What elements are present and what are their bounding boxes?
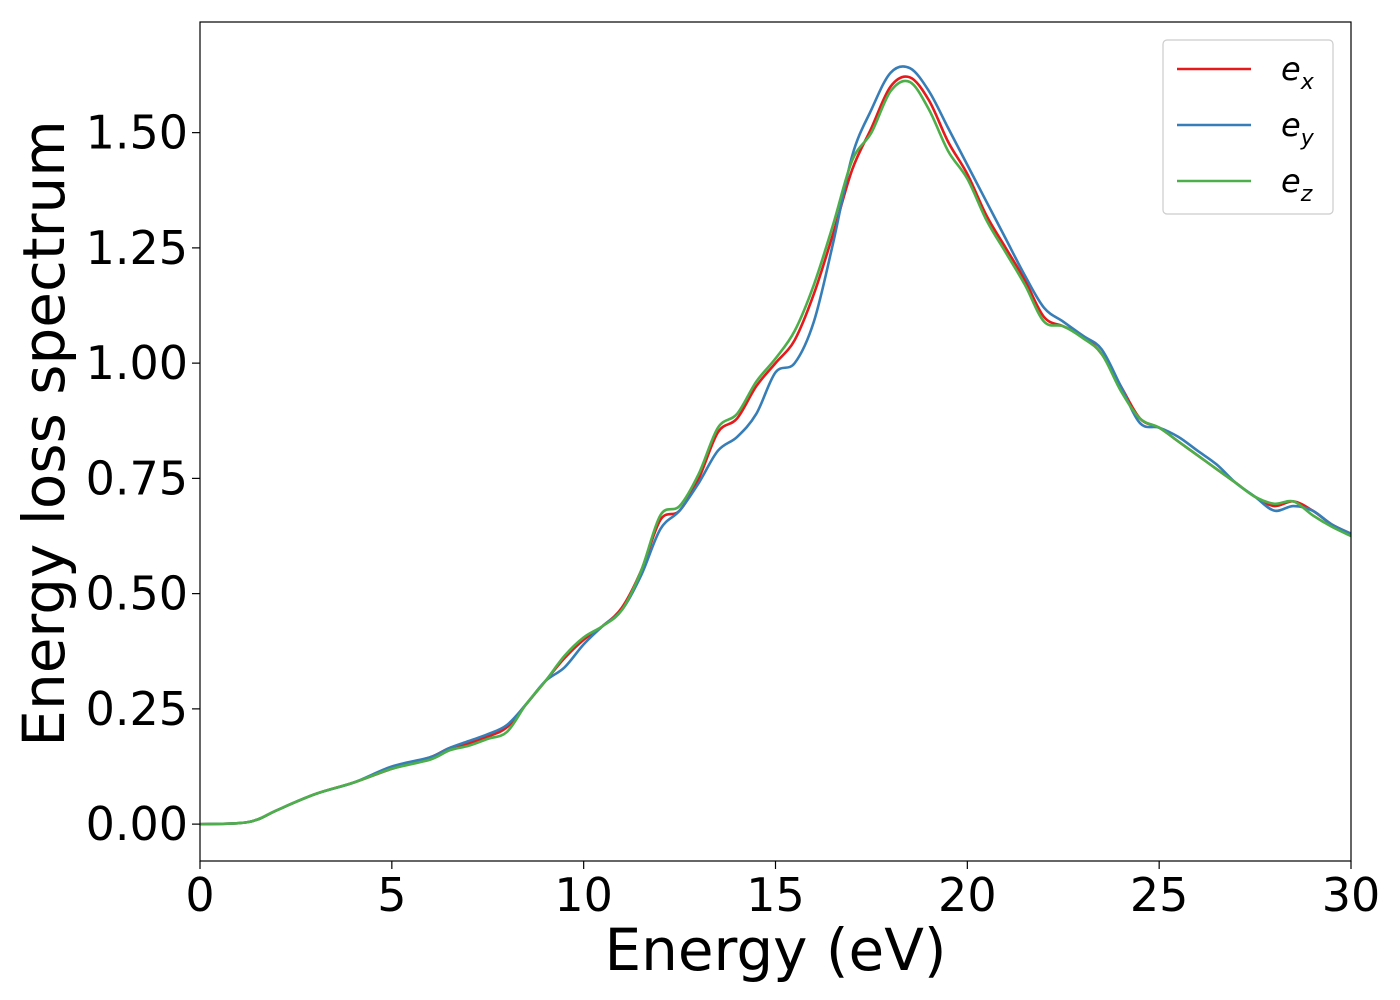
x-axis-ticks: 0 5 10 15 20 25 30 [185,861,1380,922]
x-tick-label: 5 [377,868,406,922]
series-layer [199,65,1352,826]
series-line-y [199,65,1352,826]
y-tick-label: 1.25 [86,221,188,275]
y-tick-label: 0.75 [86,451,188,505]
x-tick-label: 0 [185,868,214,922]
y-tick-label: 0.00 [86,797,188,851]
x-tick-label: 10 [554,868,613,922]
legend-box [1162,39,1334,215]
y-tick-label: 1.50 [86,106,188,160]
x-tick-label: 30 [1322,868,1381,922]
y-tick-label: 0.50 [86,567,188,621]
y-tick-label: 0.25 [86,682,188,736]
y-axis-title: Energy loss spectrum [10,120,78,746]
x-tick-label: 25 [1130,868,1189,922]
x-tick-label: 20 [938,868,997,922]
y-axis-ticks: 0.00 0.25 0.50 0.75 1.00 1.25 1.50 [86,106,200,851]
series-line-z [199,79,1352,826]
x-tick-label: 15 [746,868,805,922]
y-tick-label: 1.00 [86,336,188,390]
x-axis-title: Energy (eV) [604,916,946,984]
